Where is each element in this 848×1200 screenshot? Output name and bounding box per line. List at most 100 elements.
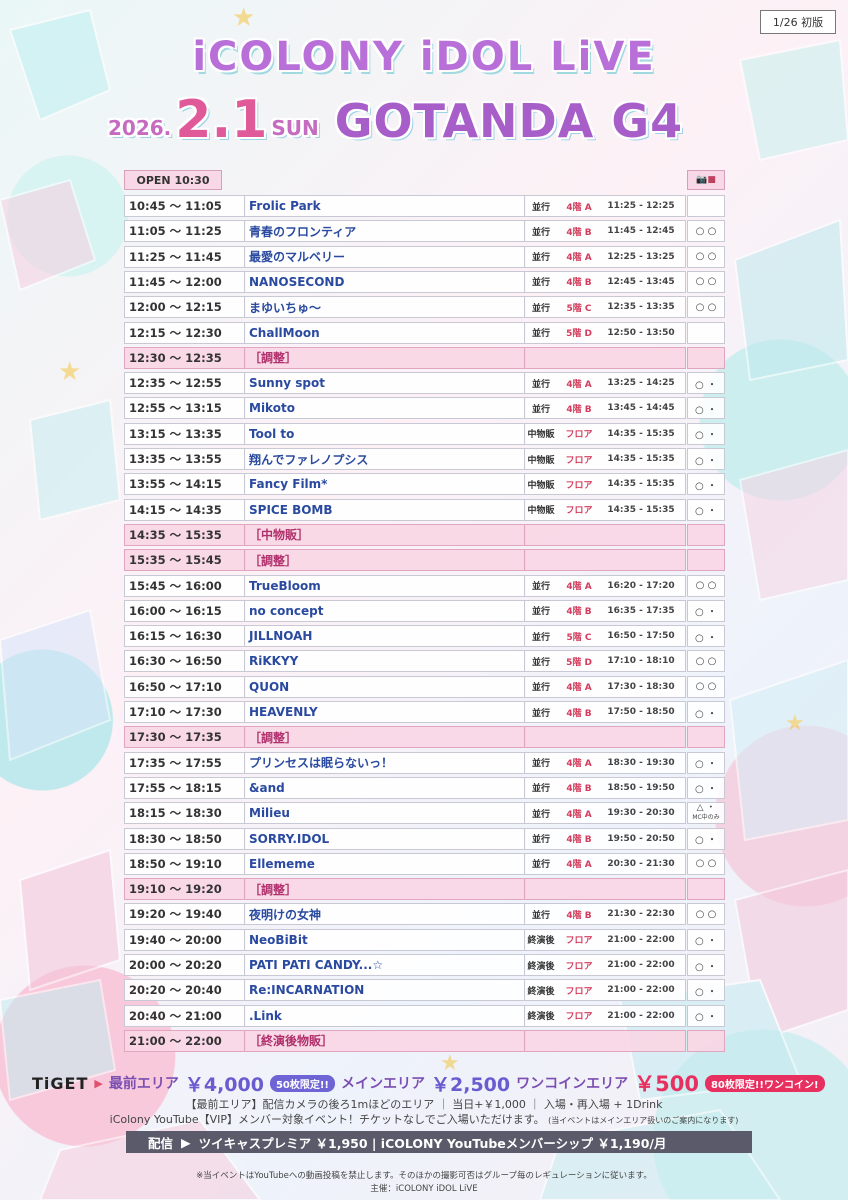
benefit-floor: 5階 C — [566, 303, 592, 314]
benefit-time: 21:00 - 22:00 — [607, 1010, 675, 1021]
coin-area-price: ￥500 — [634, 1072, 699, 1096]
slot-time: 16:15 ～ 16:30 — [124, 625, 246, 648]
benefit-floor: 5階 D — [566, 329, 592, 339]
camera-policy: ○ ・ — [687, 701, 725, 723]
camera-policy: ○ ・ — [687, 448, 725, 470]
performer-name: Re:INCARNATION — [244, 979, 526, 1002]
benefit-floor: フロア — [565, 430, 593, 441]
benefit-type: 並行 — [531, 303, 550, 314]
camera-policy: ○ ○ — [687, 903, 725, 926]
camera-policy — [687, 726, 725, 749]
camera-policy: ○ ○ — [687, 852, 725, 875]
benefit-type: 並行 — [531, 910, 550, 921]
benefit-floor: 4階 B — [566, 708, 592, 719]
camera-policy: ○ ・ — [687, 473, 725, 496]
camera-policy: ○ ・ — [687, 776, 725, 799]
benefit-time: 17:50 - 18:50 — [607, 707, 675, 717]
benefit-info: 中物販 フロア 14:35 - 15:35 — [524, 448, 686, 470]
slot-time: 11:45 ～ 12:00 — [124, 270, 246, 293]
tiget-logo: TiGET — [32, 1073, 89, 1093]
benefit-time: 17:30 - 18:30 — [607, 681, 675, 692]
benefit-type: 終演後 — [527, 986, 555, 997]
slot-time: 11:25 ～ 11:45 — [124, 245, 246, 268]
camera-policy: ○ ・ — [687, 751, 725, 774]
benefit-floor: 5階 C — [566, 632, 592, 643]
performer-name: Mikoto — [244, 397, 526, 420]
performer-name: Ellememe — [244, 852, 526, 875]
slot-time: 21:00 ～ 22:00 — [124, 1029, 246, 1052]
camera-policy: ○ ○ — [687, 574, 725, 597]
open-time-header: OPEN 10:30 — [124, 170, 222, 190]
benefit-info: 終演後 フロア 21:00 - 22:00 — [524, 954, 686, 976]
benefit-time: 20:30 - 21:30 — [607, 858, 675, 869]
performer-name: TrueBloom — [244, 574, 526, 597]
benefit-info — [524, 878, 686, 901]
performer-name: 翔んでファレノプシス — [244, 448, 526, 470]
performer-name: PATI PATI CANDY...☆ — [244, 954, 526, 976]
performer-name: no concept — [244, 599, 526, 622]
benefit-floor: 4階 B — [566, 835, 592, 845]
benefit-info: 並行 5階 D 12:50 - 13:50 — [524, 321, 686, 344]
camera-policy: ○ ・ — [687, 372, 725, 395]
camera-mc-note: △ ・ MC中のみ — [692, 804, 719, 822]
camera-policy: ○ ・ — [687, 1004, 725, 1027]
benefit-info: 並行 4階 B 16:35 - 17:35 — [524, 599, 686, 622]
stream-label: 配信 — [148, 1135, 174, 1151]
camera-policy: ○ ○ — [687, 675, 725, 698]
performer-name: HEAVENLY — [244, 701, 526, 723]
performer-name: JILLNOAH — [244, 625, 526, 648]
benefit-info: 並行 4階 B 11:45 - 12:45 — [524, 220, 686, 243]
benefit-info: 終演後 フロア 21:00 - 22:00 — [524, 928, 686, 951]
coin-area-badge: 80枚限定!!ワンコイン! — [704, 1074, 825, 1092]
benefit-type: 終演後 — [527, 1012, 555, 1023]
slot-time: 18:50 ～ 19:10 — [124, 852, 246, 875]
performer-name: &and — [244, 776, 526, 799]
performer-name: .Link — [244, 1004, 526, 1027]
benefit-info: 中物販 フロア 14:35 - 15:35 — [524, 422, 686, 445]
benefit-time: 12:45 - 13:45 — [607, 276, 675, 287]
coin-area-label: ワンコインエリア — [516, 1076, 629, 1092]
benefit-floor: 4階 A — [566, 809, 592, 820]
mc-only-label: MC中のみ — [692, 814, 720, 822]
benefit-time: 21:00 - 22:00 — [607, 934, 675, 945]
benefit-floor: フロア — [565, 961, 593, 972]
svg-text:★: ★ — [232, 3, 255, 33]
benefit-type: 並行 — [531, 759, 550, 770]
performer-name: ［調整］ — [244, 549, 526, 572]
vip-info-text: iColony YouTube【VIP】メンバー対象イベント！チケットなしでご入… — [109, 1113, 545, 1126]
benefit-type: 中物販 — [527, 430, 555, 441]
slot-time: 20:40 ～ 21:00 — [124, 1004, 246, 1027]
benefit-info: 並行 4階 A 20:30 - 21:30 — [524, 852, 686, 875]
main-area-price: ￥2,500 — [431, 1073, 511, 1096]
benefit-type: 並行 — [531, 607, 550, 618]
slot-time: 12:30 ～ 12:35 — [124, 346, 246, 369]
vip-info: iColony YouTube【VIP】メンバー対象イベント！チケットなしでご入… — [0, 1111, 848, 1127]
slot-time: 19:20 ～ 19:40 — [124, 903, 246, 926]
organizer: 主催：iCOLONY iDOL LiVE — [370, 1184, 478, 1194]
benefit-info: 並行 4階 A 18:30 - 19:30 — [524, 751, 686, 774]
benefit-info: 並行 4階 B 21:30 - 22:30 — [524, 903, 686, 926]
slot-time: 19:10 ～ 19:20 — [124, 878, 246, 901]
slot-time: 19:40 ～ 20:00 — [124, 928, 246, 951]
slot-time: 17:35 ～ 17:55 — [124, 751, 246, 774]
camera-policy: ○ ○ — [687, 270, 725, 293]
benefit-floor: フロア — [565, 455, 593, 466]
performer-name: まゆいちゅ～ — [244, 296, 526, 319]
benefit-floor: 4階 B — [566, 784, 592, 795]
benefit-info: 並行 4階 B 19:50 - 20:50 — [524, 827, 686, 850]
camera-policy — [687, 321, 725, 344]
benefit-info: 並行 5階 C 16:50 - 17:50 — [524, 625, 686, 648]
benefit-floor: 4階 B — [566, 278, 592, 289]
benefit-floor: 4階 A — [566, 759, 592, 770]
benefit-type: 並行 — [531, 278, 550, 289]
benefit-floor: 4階 A — [566, 379, 592, 390]
benefit-time: 11:25 - 12:25 — [607, 201, 675, 211]
benefit-info — [524, 549, 686, 572]
front-area-info: 【最前エリア】配信カメラの後ろ1mほどのエリア ｜ 当日+￥1,000 ｜ 入場… — [185, 1098, 663, 1111]
camera-policy — [687, 878, 725, 901]
slot-time: 17:55 ～ 18:15 — [124, 776, 246, 799]
benefit-time: 14:35 - 15:35 — [607, 479, 675, 490]
svg-text:★: ★ — [440, 1051, 460, 1076]
slot-time: 16:50 ～ 17:10 — [124, 675, 246, 698]
camera-policy — [687, 549, 725, 572]
